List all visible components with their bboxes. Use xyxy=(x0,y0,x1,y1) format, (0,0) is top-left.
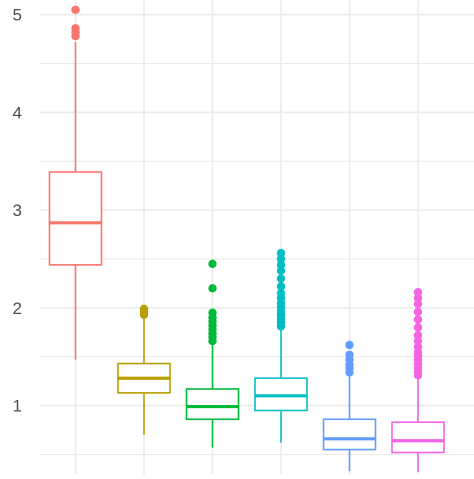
y-tick-label: 2 xyxy=(13,299,22,318)
box-group xyxy=(185,259,240,448)
outlier-point xyxy=(413,342,423,352)
outlier-point xyxy=(208,284,217,293)
box-group xyxy=(322,340,377,472)
outlier-point xyxy=(71,5,80,14)
outlier-point xyxy=(413,307,423,316)
outlier-point xyxy=(345,350,354,359)
outlier-point xyxy=(413,315,423,324)
outlier-point xyxy=(413,299,423,309)
box-group xyxy=(117,304,171,435)
outlier-point xyxy=(276,274,286,283)
box-group xyxy=(391,288,445,473)
box-iqr xyxy=(322,418,377,451)
outlier-point xyxy=(413,331,423,340)
boxes-layer xyxy=(48,5,445,473)
outlier-point xyxy=(276,254,286,264)
outlier-point xyxy=(276,260,286,270)
outlier-point xyxy=(71,24,80,33)
y-tick-label: 5 xyxy=(13,6,22,25)
outlier-point xyxy=(208,259,217,269)
outlier-point xyxy=(208,308,217,317)
outlier-point xyxy=(413,323,423,332)
box-iqr xyxy=(185,388,240,421)
outlier-point xyxy=(413,336,423,346)
outlier-point xyxy=(413,288,423,297)
y-tick-label: 1 xyxy=(13,397,22,416)
box-group xyxy=(48,5,103,360)
y-tick-label: 4 xyxy=(13,103,22,122)
outlier-point xyxy=(139,304,149,314)
box-iqr xyxy=(48,171,103,266)
outlier-point xyxy=(276,282,286,291)
outlier-point xyxy=(276,248,286,258)
y-tick-label: 3 xyxy=(13,201,22,220)
outlier-point xyxy=(413,293,423,303)
box-iqr xyxy=(391,421,445,454)
y-axis: 1 2 3 4 5 xyxy=(13,6,22,416)
outlier-point xyxy=(345,340,354,350)
outlier-point xyxy=(276,266,286,275)
box-group xyxy=(254,248,308,443)
outlier-point xyxy=(276,288,286,298)
